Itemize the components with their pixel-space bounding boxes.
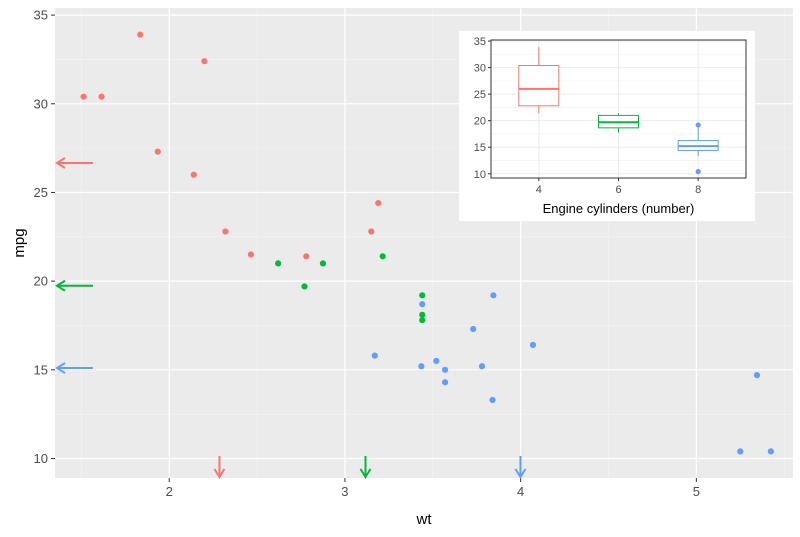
inset-y-tick-label: 20 (474, 116, 486, 128)
data-point (371, 352, 378, 359)
y-tick-label: 20 (34, 274, 48, 289)
mean-y-arrowhead (55, 279, 66, 292)
mean-x-arrowhead (514, 468, 527, 479)
data-point (470, 325, 477, 333)
data-point (301, 283, 308, 290)
y-tick-label: 30 (34, 96, 48, 111)
data-point (419, 301, 426, 308)
data-point (98, 93, 105, 100)
data-point (737, 448, 744, 455)
x-tick-label: 2 (166, 484, 173, 499)
x-tick-label: 4 (517, 484, 524, 499)
mean-y-arrowhead (55, 157, 66, 169)
data-point (368, 228, 375, 235)
data-point (137, 31, 144, 38)
data-point (379, 253, 386, 260)
mean-y-arrowhead (55, 362, 66, 374)
data-point (441, 379, 449, 386)
data-point (303, 253, 310, 260)
x-tick-label: 3 (341, 484, 348, 499)
data-point (247, 251, 255, 258)
data-point (418, 363, 425, 370)
data-point (478, 363, 486, 370)
box-iqr (518, 64, 560, 107)
x-tick-label: 5 (693, 484, 700, 499)
data-point (222, 228, 229, 235)
mean-x-arrowhead (359, 468, 372, 479)
y-tick-label: 35 (34, 8, 48, 23)
box-outlier (695, 169, 701, 175)
data-point (419, 317, 426, 324)
data-point (80, 93, 87, 100)
data-point (433, 357, 440, 365)
y-tick-label: 10 (34, 451, 48, 466)
inset-y-tick-label: 25 (474, 89, 486, 101)
y-tick-label: 15 (34, 362, 48, 377)
data-point (375, 199, 382, 207)
mean-x-arrowhead (213, 468, 226, 479)
y-tick-label: 25 (34, 185, 48, 200)
data-point (319, 260, 327, 267)
data-point (489, 396, 496, 404)
data-point (190, 171, 197, 178)
data-point (767, 448, 774, 455)
data-point (419, 311, 426, 318)
inset-y-tick-label: 35 (474, 36, 486, 48)
inset-x-tick-label: 4 (536, 184, 542, 196)
data-point (154, 148, 161, 155)
inset-y-tick-label: 30 (474, 63, 486, 75)
inset-x-tick-label: 6 (615, 184, 621, 196)
inset-y-tick-label: 15 (474, 142, 486, 154)
box-outlier (695, 122, 701, 128)
data-point (441, 366, 449, 373)
data-point (275, 260, 282, 267)
inset-x-tick-label: 8 (695, 184, 701, 196)
x-axis-title: wt (416, 511, 433, 528)
data-point (419, 292, 426, 299)
data-point (529, 341, 537, 349)
inset-y-tick-label: 10 (474, 169, 486, 181)
y-axis-title: mpg (11, 228, 28, 257)
data-point (753, 372, 761, 379)
inset-x-axis-title: Engine cylinders (number) (543, 201, 695, 216)
data-point (490, 292, 497, 299)
data-point (201, 58, 208, 65)
